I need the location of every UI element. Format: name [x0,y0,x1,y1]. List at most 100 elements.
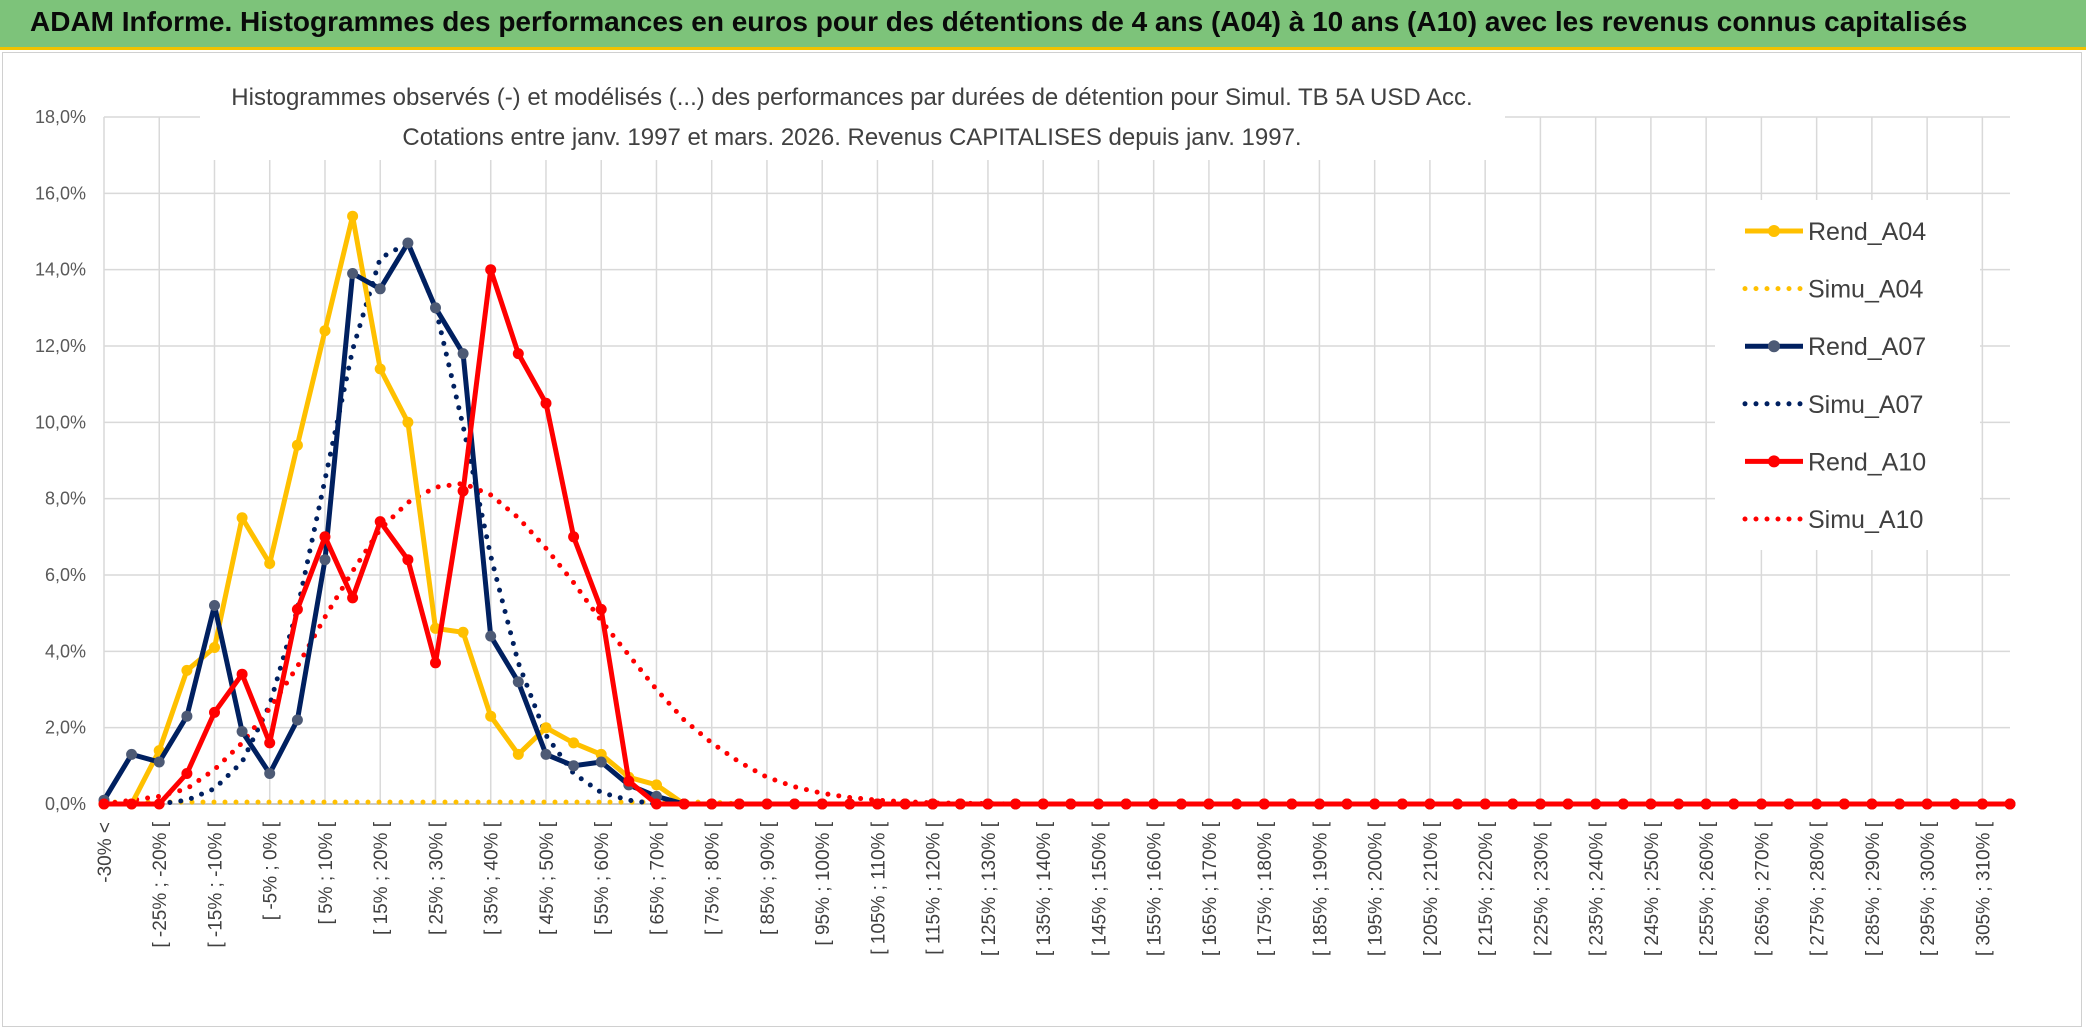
data-point [1424,798,1436,810]
data-point [1341,798,1353,810]
legend-label: Simu_A10 [1808,506,1923,534]
data-point [789,798,801,810]
x-tick-label: [ 5% ; 10% [ [316,821,337,924]
data-point [319,554,331,566]
y-tick-label: 2,0% [45,718,86,738]
data-point [374,283,386,295]
data-point [540,748,552,760]
data-point [402,237,414,249]
data-point [1534,798,1546,810]
x-tick-label: [ 45% ; 50% [ [537,821,558,935]
data-point [512,676,524,688]
subtitle-background [200,72,1505,160]
data-point [153,756,165,768]
x-tick-label: [ 245% ; 250% [ [1642,821,1663,956]
report-banner: ADAM Informe. Histogrammes des performan… [0,0,2086,50]
data-point [374,516,386,528]
x-tick-label: [ 25% ; 30% [ [426,821,447,935]
data-point [899,798,911,810]
data-point [1203,798,1215,810]
data-point [236,668,248,680]
data-point [1010,798,1022,810]
data-point [568,760,580,772]
data-point [1921,798,1933,810]
data-point [844,798,856,810]
data-point [1590,798,1602,810]
x-tick-label: [ -25% ; -20% [ [150,821,171,947]
data-point [1120,798,1132,810]
data-point [1976,798,1988,810]
y-tick-label: 14,0% [35,260,86,280]
x-tick-label: [ 235% ; 240% [ [1587,821,1608,956]
data-point [568,737,580,749]
data-point [1286,798,1298,810]
legend-item: Simu_A07 [1742,391,1923,419]
legend-label: Simu_A04 [1808,276,1923,304]
x-tick-label: [ 15% ; 20% [ [371,821,392,935]
x-tick-label: [ -15% ; -10% [ [205,821,226,947]
data-point [209,642,220,653]
data-point [153,798,165,810]
x-tick-label: [ 85% ; 90% [ [758,821,779,935]
data-point [651,779,662,791]
data-point [1037,798,1049,810]
y-tick-label: 18,0% [35,107,86,127]
data-point [1894,798,1905,810]
data-point [706,798,718,810]
legend-item: Rend_A10 [1745,448,1926,476]
data-point [264,558,276,569]
x-tick-label: [ 95% ; 100% [ [813,821,834,945]
data-point [595,748,607,760]
data-point [1231,798,1243,810]
x-tick-label: [ 255% ; 260% [ [1697,821,1718,956]
data-point [623,775,635,787]
x-tick-label: [ 205% ; 210% [ [1421,821,1442,956]
legend-label: Rend_A04 [1808,218,1926,246]
data-point [651,798,662,810]
data-point [430,657,441,669]
data-point [512,348,524,360]
x-axis: -30% < [ -25% ; -20% [ [ -15% ; -10% [ [ -5… [95,803,2010,956]
y-tick-label: 0,0% [45,794,86,814]
x-tick-label: [ 135% ; 140% [ [1034,821,1055,956]
y-tick-label: 10,0% [35,412,86,432]
x-tick-label: [ 145% ; 150% [ [1089,821,1110,956]
series-line [104,267,2010,807]
report-title: ADAM Informe. Histogrammes des performan… [30,6,1968,37]
x-tick-label: [ 225% ; 230% [ [1531,821,1552,956]
data-point [540,397,552,409]
data-point [430,302,441,314]
data-point [1258,798,1270,810]
legend-label: Rend_A07 [1808,333,1926,361]
data-point [457,348,469,360]
x-tick-label: [ -5% ; 0% [ [261,821,282,920]
x-tick-label: [ 55% ; 60% [ [592,821,613,935]
data-point [1783,798,1795,810]
data-point [181,710,193,722]
data-point [347,592,359,604]
data-point [319,531,331,543]
data-point [954,798,966,810]
legend-marker [1768,340,1780,353]
data-point [1673,798,1684,810]
x-tick-label: -30% < [95,822,116,883]
data-point [1313,798,1325,810]
legend-background [1715,200,1980,550]
x-tick-label: [ 115% ; 120% [ [924,821,945,954]
x-tick-label: [ 65% ; 70% [ [647,821,668,935]
data-point [816,798,828,810]
data-point [402,554,414,566]
data-point [540,722,552,734]
x-tick-label: [ 35% ; 40% [ [482,821,503,935]
x-tick-label: [ 295% ; 300% [ [1918,821,1939,956]
x-tick-label: [ 155% ; 160% [ [1145,821,1166,956]
data-point [1369,798,1381,810]
x-tick-label: [ 215% ; 220% [ [1476,821,1497,956]
data-point [1866,798,1878,810]
data-point [1396,798,1408,810]
data-point [485,710,497,722]
data-point [1065,798,1077,810]
data-point [871,798,883,810]
legend-label: Rend_A10 [1808,448,1926,476]
